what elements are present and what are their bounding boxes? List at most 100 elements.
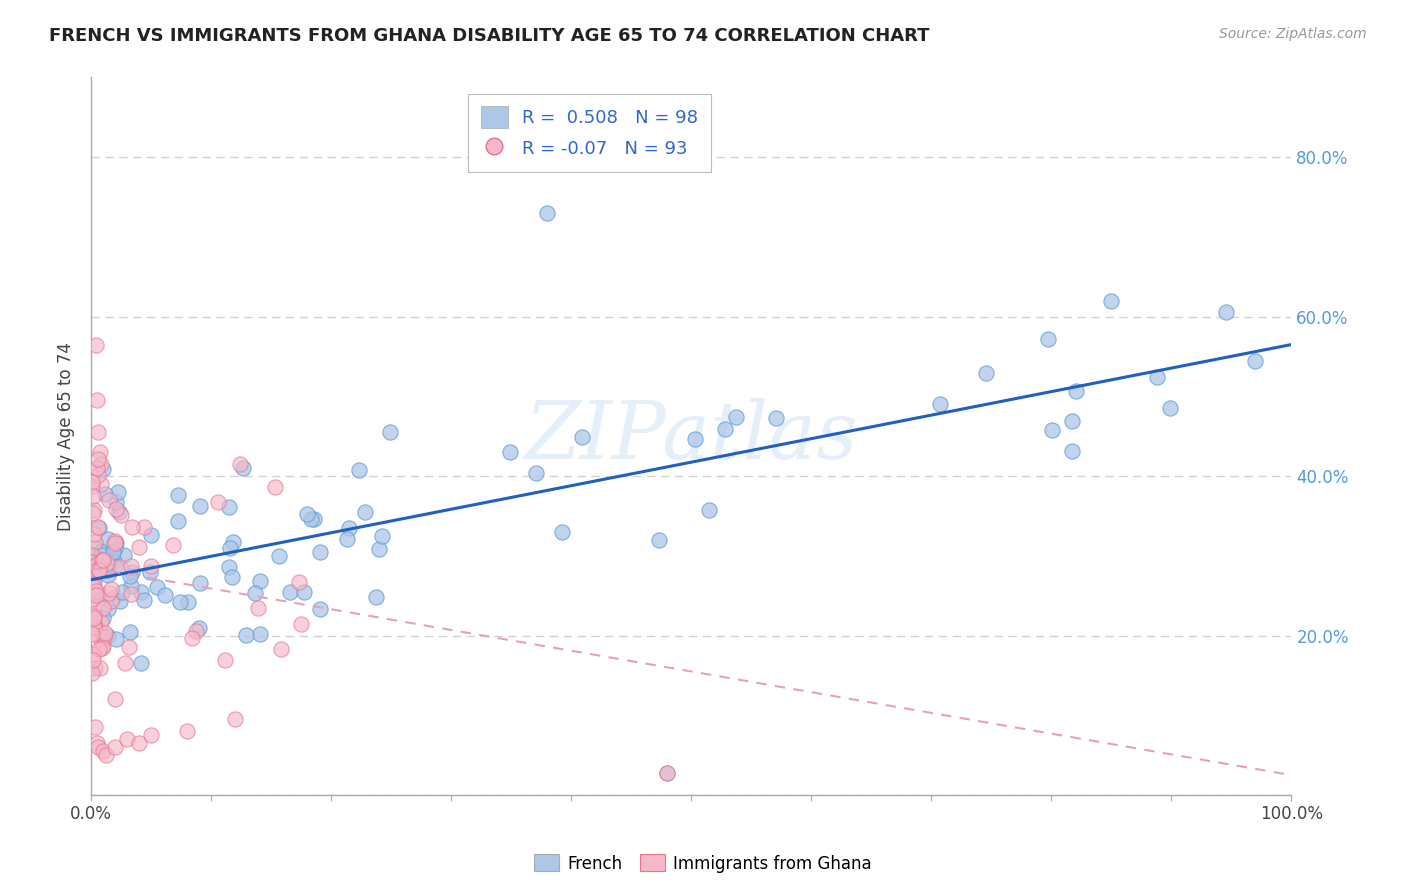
Point <box>128 736 150 750</box>
Point <box>103 554 125 568</box>
Point <box>97 628 120 642</box>
Point <box>1146 370 1168 384</box>
Point <box>82 647 104 661</box>
Point <box>129 585 152 599</box>
Point <box>309 602 332 616</box>
Point <box>96 564 118 578</box>
Point <box>84 337 107 351</box>
Point <box>103 559 125 574</box>
Point <box>292 584 315 599</box>
Point <box>83 574 105 589</box>
Point <box>82 555 104 569</box>
Point <box>145 581 167 595</box>
Point <box>90 477 112 491</box>
Point <box>105 535 128 549</box>
Point <box>243 585 266 599</box>
Point <box>1215 305 1237 319</box>
Point <box>89 661 111 675</box>
Point <box>1159 401 1181 415</box>
Text: ZIPatlas: ZIPatlas <box>524 398 858 475</box>
Point <box>685 432 707 446</box>
Point <box>550 524 572 539</box>
Point <box>648 533 671 547</box>
Point <box>84 589 107 603</box>
Point <box>270 642 292 657</box>
Point <box>82 653 104 667</box>
Point <box>87 642 110 657</box>
Point <box>83 535 105 549</box>
Point <box>90 457 112 471</box>
Point <box>308 545 330 559</box>
Point <box>120 559 142 574</box>
Point <box>141 728 163 742</box>
Point <box>697 503 720 517</box>
Point <box>714 422 737 436</box>
Point <box>89 445 111 459</box>
Point <box>84 661 107 675</box>
Point <box>94 748 117 763</box>
Point <box>120 579 142 593</box>
Point <box>1038 332 1060 346</box>
Point <box>121 520 143 534</box>
Point <box>83 620 105 634</box>
Point <box>235 628 257 642</box>
Point <box>264 480 287 494</box>
Point <box>176 595 198 609</box>
Point <box>1040 423 1063 437</box>
Point <box>162 538 184 552</box>
Point <box>101 591 124 606</box>
Point <box>83 526 105 541</box>
Point <box>91 553 114 567</box>
Point <box>82 560 104 574</box>
Point <box>97 586 120 600</box>
Point <box>336 532 359 546</box>
Point <box>96 568 118 582</box>
Point <box>299 512 322 526</box>
Point <box>89 521 111 535</box>
Point <box>765 410 787 425</box>
Point <box>83 617 105 632</box>
Point <box>218 500 240 514</box>
Point <box>104 691 127 706</box>
Point <box>724 410 747 425</box>
Point <box>337 521 360 535</box>
Point <box>166 514 188 528</box>
Point <box>82 666 104 681</box>
Point <box>91 641 114 656</box>
Point <box>224 712 246 726</box>
Point <box>536 206 558 220</box>
Text: Source: ZipAtlas.com: Source: ZipAtlas.com <box>1219 27 1367 41</box>
Point <box>108 594 131 608</box>
Point <box>87 425 110 440</box>
Point <box>84 563 107 577</box>
Point <box>94 625 117 640</box>
Point <box>176 724 198 739</box>
Point <box>571 429 593 443</box>
Point <box>93 630 115 644</box>
Point <box>96 556 118 570</box>
Legend: R =  0.508   N = 98, R = -0.07   N = 93: R = 0.508 N = 98, R = -0.07 N = 93 <box>468 94 710 172</box>
Point <box>118 624 141 639</box>
Point <box>974 366 997 380</box>
Point <box>97 532 120 546</box>
Point <box>105 502 128 516</box>
Point <box>84 583 107 598</box>
Y-axis label: Disability Age 65 to 74: Disability Age 65 to 74 <box>58 342 75 531</box>
Point <box>82 555 104 569</box>
Point <box>86 557 108 571</box>
Point <box>110 508 132 523</box>
Point <box>132 593 155 607</box>
Point <box>87 467 110 482</box>
Point <box>499 444 522 458</box>
Point <box>87 452 110 467</box>
Point <box>354 506 377 520</box>
Point <box>229 457 252 471</box>
Point <box>86 461 108 475</box>
Point <box>657 765 679 780</box>
Point <box>83 503 105 517</box>
Point <box>524 466 547 480</box>
Point <box>184 624 207 639</box>
Point <box>104 541 127 555</box>
Point <box>91 744 114 758</box>
Point <box>93 486 115 500</box>
